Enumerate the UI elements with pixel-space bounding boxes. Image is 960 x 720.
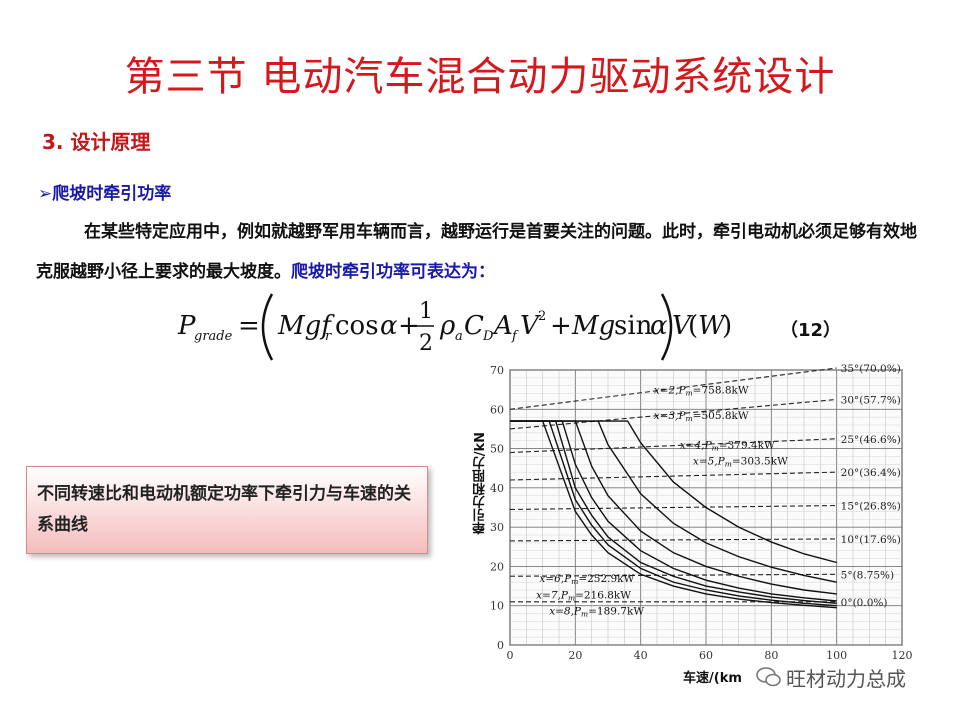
figure-caption-box: 不同转速比和电动机额定功率下牵引力与车速的关系曲线 <box>26 466 428 554</box>
traction-curve-label: x=7,Pm=216.8kW <box>536 590 631 603</box>
x-tick-label: 40 <box>634 649 648 662</box>
traction-curve-label: x=4,Pm=379.4kW <box>680 440 775 453</box>
subheading: ➢爬坡时牵引功率 <box>38 179 171 204</box>
svg-text:V: V <box>672 311 693 341</box>
traction-curve-label: x=8,Pm=189.7kW <box>549 605 644 618</box>
grade-resistance-line <box>509 538 837 542</box>
x-tick-label: 80 <box>764 649 778 662</box>
svg-text:+: + <box>550 311 572 341</box>
grade-label: 10°(17.6%) <box>841 534 901 546</box>
x-tick-label: 20 <box>568 649 582 662</box>
svg-text:=: = <box>238 311 260 341</box>
y-tick-label: 20 <box>490 560 504 573</box>
grade-resistance-line <box>509 471 837 481</box>
x-tick-label: 0 <box>507 649 514 662</box>
traction-curve-label: x=5,Pm=303.5kW <box>693 455 788 468</box>
grade-label: 30°(57.7%) <box>841 394 901 406</box>
svg-text:cos: cos <box>335 311 379 341</box>
traction-force-chart: 0 20 40 60 80 100 120 0 10 20 30 40 50 60 70 35°(70.0%)… <box>490 363 913 662</box>
figure-caption: 不同转速比和电动机额定功率下牵引力与车速的关系曲线 <box>37 484 411 535</box>
paragraph-highlight: 爬坡时牵引功率可表达为： <box>291 262 495 282</box>
section-heading: 3. 设计原理 <box>42 130 151 154</box>
svg-text:C: C <box>464 311 484 341</box>
traction-curve <box>510 420 837 583</box>
grade-label: 25°(46.6%) <box>841 434 901 446</box>
svg-text:Mg: Mg <box>571 311 615 341</box>
svg-text:): ) <box>722 311 732 341</box>
svg-text:A: A <box>492 311 513 341</box>
grade-label: 0°(0.0%) <box>841 597 888 609</box>
y-tick-label: 30 <box>490 521 504 534</box>
traction-curve <box>510 420 837 607</box>
x-axis-label: 车速/(km <box>683 671 742 686</box>
y-tick-label: 50 <box>490 443 504 456</box>
equation-number: （12） <box>780 320 842 341</box>
grade-label: 15°(26.8%) <box>841 501 901 513</box>
svg-text:r: r <box>325 329 332 344</box>
svg-text:+: + <box>398 311 420 341</box>
svg-text:α: α <box>380 311 398 341</box>
traction-curve-label: x=2,Pm=758.8kW <box>654 385 749 398</box>
y-tick-label: 40 <box>490 482 504 495</box>
page-title: 第三节 电动汽车混合动力驱动系统设计 <box>124 54 836 100</box>
traction-curve <box>510 420 837 609</box>
traction-curve <box>510 420 837 605</box>
bullet-arrow-icon: ➢ <box>38 184 53 204</box>
grade-resistance-line <box>509 438 837 454</box>
y-tick-label: 60 <box>490 403 504 416</box>
svg-text:(: ( <box>688 311 698 341</box>
wechat-icon <box>756 667 781 687</box>
svg-text:2: 2 <box>538 309 546 324</box>
traction-curve <box>510 420 837 602</box>
y-axis-label: 牵引力和阻力/kN <box>473 432 488 535</box>
body-paragraph: 在某些特定应用中，例如就越野军用车辆而言，越野运行是首要关注的问题。此时，牵引电… <box>36 212 928 292</box>
grade-label: 5°(8.75%) <box>841 569 894 581</box>
paragraph-text: 在某些特定应用中，例如就越野军用车辆而言，越野运行是首要关注的问题。此时，牵引电… <box>36 222 917 282</box>
y-tick-label: 70 <box>490 364 504 377</box>
svg-text:sin: sin <box>614 311 653 341</box>
x-tick-label: 100 <box>826 649 847 662</box>
svg-text:a: a <box>455 329 463 344</box>
grade-resistance-line <box>509 367 837 410</box>
grade-resistance-line <box>509 504 837 511</box>
svg-text:ρ: ρ <box>439 311 456 341</box>
traction-curve-label: x=6,Pm=252.9kW <box>539 573 634 586</box>
subheading-text: 爬坡时牵引功率 <box>52 184 172 204</box>
svg-text:D: D <box>482 329 494 344</box>
grade-label: 20°(36.4%) <box>841 467 901 479</box>
svg-text:grade: grade <box>194 329 233 344</box>
y-tick-label: 10 <box>490 600 504 613</box>
traction-curve <box>510 420 837 595</box>
x-tick-label: 60 <box>699 649 713 662</box>
svg-text:W: W <box>698 311 727 341</box>
svg-text:1: 1 <box>419 299 433 324</box>
grade-resistance-line <box>509 573 837 577</box>
svg-text:2: 2 <box>419 331 433 356</box>
svg-text:V: V <box>520 311 541 341</box>
svg-text:Mgf: Mgf <box>277 311 335 341</box>
traction-curve-label: x=3,Pm=505.8kW <box>654 410 749 423</box>
x-tick-label: 120 <box>892 649 913 662</box>
svg-text:f: f <box>511 329 519 344</box>
y-tick-label: 0 <box>497 639 504 652</box>
traction-curve <box>510 420 837 564</box>
grade-power-formula: P grade = Mgf r cos α + 1 2 ρ a C D A f … <box>177 293 732 361</box>
svg-text:P: P <box>177 311 196 341</box>
grade-label: 35°(70.0%) <box>841 363 901 375</box>
watermark-text: 旺材动力总成 <box>786 667 906 691</box>
grade-resistance-line <box>509 398 837 430</box>
svg-text:α: α <box>650 311 668 341</box>
